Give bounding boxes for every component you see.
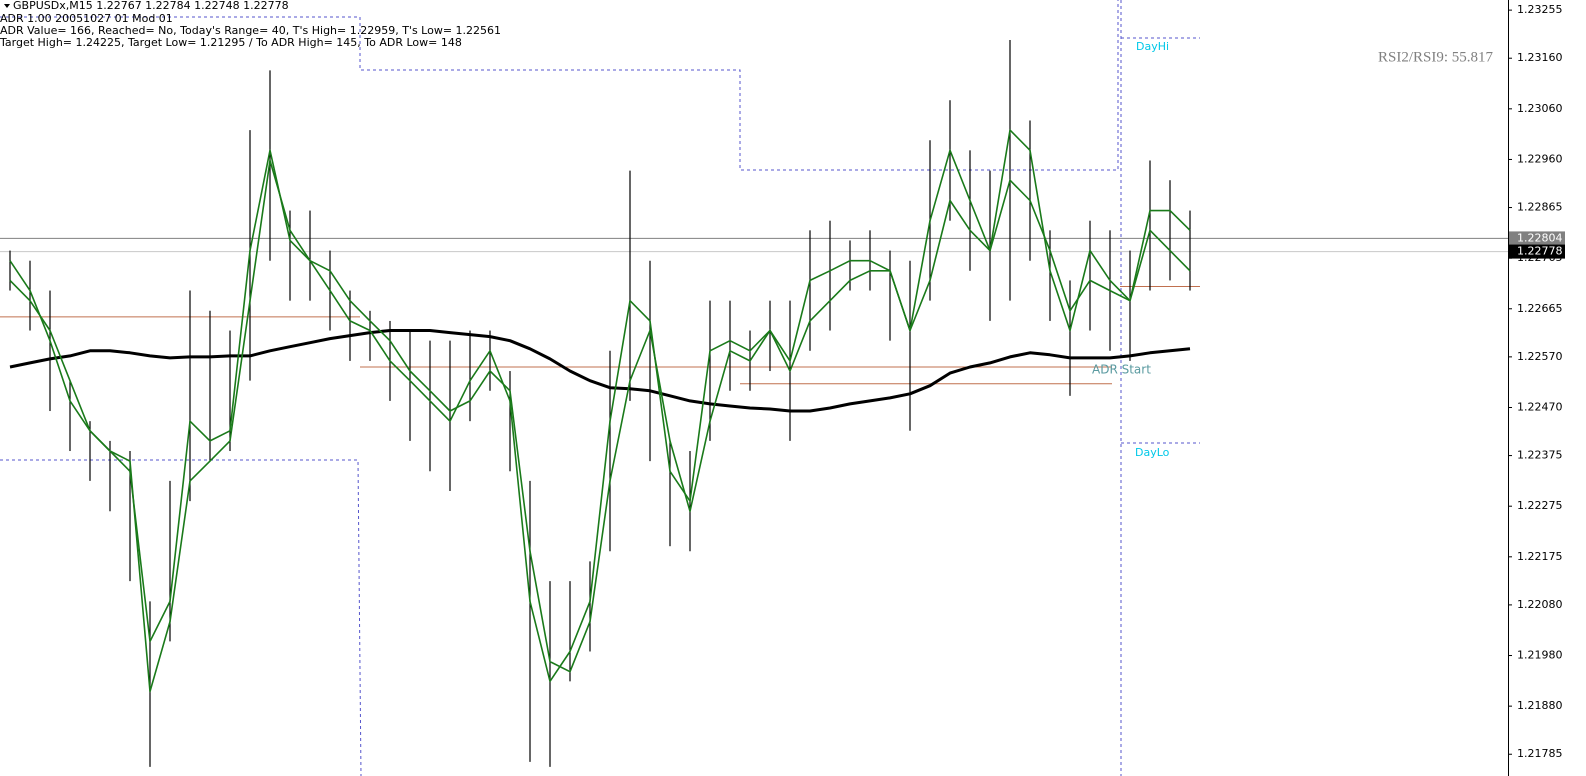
- header-line: ADR Value= 166, Reached= No, Today's Ran…: [0, 24, 501, 37]
- y-tick-label: 1.23060: [1517, 102, 1563, 115]
- y-tick-label: 1.22175: [1517, 550, 1563, 563]
- axis-background: [1508, 0, 1586, 776]
- moving-average: [9, 129, 1191, 683]
- y-tick-label: 1.22865: [1517, 201, 1563, 214]
- annotation: DayLo: [1135, 446, 1170, 459]
- price-axis: 1.23255 1.23160 1.23060 1.22960 1.22865 1.227…: [1508, 0, 1586, 776]
- y-tick-label: 1.22470: [1517, 400, 1563, 413]
- y-tick-label: 1.23255: [1517, 3, 1563, 16]
- rsi-readout: RSI2/RSI9: 55.817: [1378, 49, 1494, 65]
- y-tick-label: 1.22570: [1517, 350, 1563, 363]
- y-tick-label: 1.22960: [1517, 152, 1563, 165]
- header-line: ADR 1.00 20051027 01 Mod 01: [0, 12, 173, 25]
- y-tick-label: 1.21785: [1517, 747, 1563, 760]
- adr-steps: [0, 0, 1200, 776]
- header-line: Target High= 1.24225, Target Low= 1.2129…: [0, 36, 462, 49]
- price-tag-label: 1.22804: [1517, 231, 1563, 244]
- price-tag: [1509, 244, 1565, 259]
- y-tick-label: 1.23160: [1517, 51, 1563, 64]
- price-tag-label: 1.22778: [1517, 245, 1563, 258]
- y-tick-label: 1.21980: [1517, 649, 1563, 662]
- y-tick-label: 1.22275: [1517, 499, 1563, 512]
- price-tag: [1509, 231, 1565, 246]
- y-tick-label: 1.22665: [1517, 302, 1563, 315]
- annotation: ADR Start: [1092, 363, 1151, 377]
- annotation: DayHi: [1136, 40, 1169, 53]
- y-tick-label: 1.22080: [1517, 598, 1563, 611]
- moving-average: [9, 159, 1191, 693]
- y-tick-label: 1.21880: [1517, 699, 1563, 712]
- collapse-arrow[interactable]: [4, 4, 10, 8]
- adr-high-step: [0, 0, 1119, 171]
- plot: [0, 39, 1508, 767]
- y-tick-label: 1.22375: [1517, 449, 1563, 462]
- moving-average: [9, 329, 1191, 413]
- header-line: GBPUSDx,M15 1.22767 1.22784 1.22748 1.22…: [13, 0, 289, 12]
